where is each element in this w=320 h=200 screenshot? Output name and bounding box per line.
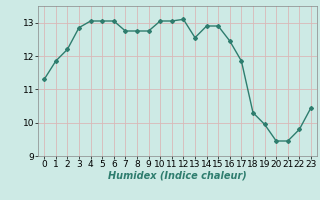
X-axis label: Humidex (Indice chaleur): Humidex (Indice chaleur) [108,171,247,181]
